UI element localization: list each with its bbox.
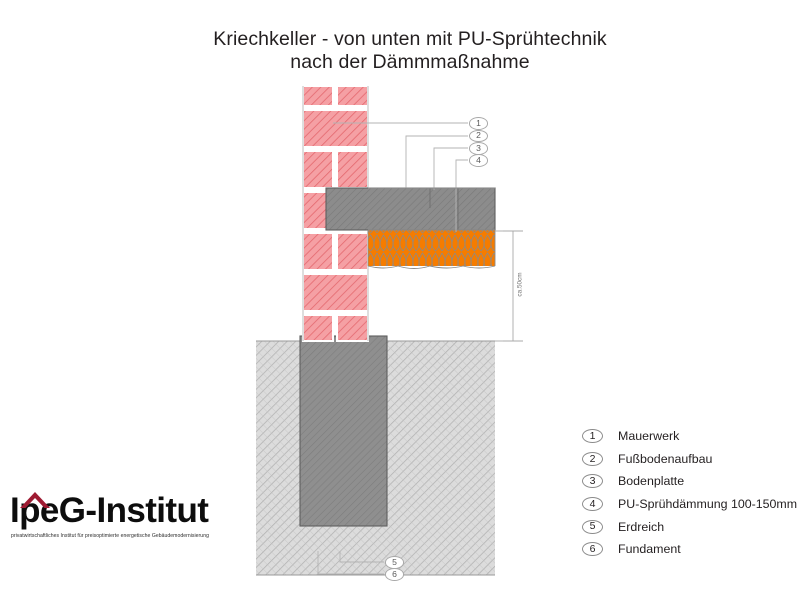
concrete-slab bbox=[325, 187, 496, 231]
logo-name-part1: IpeG bbox=[10, 491, 86, 530]
legend-bubble-2: 2 bbox=[582, 451, 603, 466]
legend-item-6[interactable]: 6 Fundament bbox=[582, 538, 797, 561]
callout-bubble-6[interactable]: 6 bbox=[385, 568, 404, 581]
callout-leaders-top bbox=[333, 122, 495, 232]
callout-leaders-bottom bbox=[317, 551, 384, 575]
ipeg-institut-logo: IpeG-Institut privatwirtschaftliches Ins… bbox=[8, 492, 238, 540]
legend-bubble-6: 6 bbox=[582, 542, 603, 557]
legend-label-3: Bodenplatte bbox=[618, 474, 685, 489]
legend-bubble-4: 4 bbox=[582, 497, 603, 512]
logo-name-part2: -Institut bbox=[85, 491, 209, 530]
legend-item-1[interactable]: 1 Mauerwerk bbox=[582, 425, 797, 448]
callout-bubble-5[interactable]: 5 bbox=[385, 556, 404, 569]
legend-label-2: Fußbodenaufbau bbox=[618, 451, 713, 466]
callout-bubble-4[interactable]: 4 bbox=[469, 154, 488, 167]
title-line-2: nach der Dämmmaßnahme bbox=[290, 51, 530, 73]
dimension-label-crawlspace: ca.50cm bbox=[516, 272, 524, 297]
masonry-wall bbox=[302, 85, 369, 342]
callout-bubble-3[interactable]: 3 bbox=[469, 142, 488, 155]
logo-tagline: privatwirtschaftliches Institut für prei… bbox=[11, 533, 209, 539]
legend-item-2[interactable]: 2 Fußbodenaufbau bbox=[582, 448, 797, 471]
page-title: Kriechkeller - von unten mit PU-Sprühtec… bbox=[150, 28, 670, 74]
legend: 1 Mauerwerk 2 Fußbodenaufbau 3 Bodenplat… bbox=[582, 425, 797, 561]
logo-wordmark: IpeG-Institut bbox=[10, 492, 238, 530]
legend-label-4: PU-Sprühdämmung 100-150mm bbox=[618, 497, 798, 512]
legend-label-5: Erdreich bbox=[618, 519, 665, 534]
legend-item-5[interactable]: 5 Erdreich bbox=[582, 515, 797, 538]
legend-label-1: Mauerwerk bbox=[618, 429, 680, 444]
legend-item-3[interactable]: 3 Bodenplatte bbox=[582, 470, 797, 493]
legend-bubble-5: 5 bbox=[582, 519, 603, 534]
legend-bubble-3: 3 bbox=[582, 474, 603, 489]
callout-bubble-2[interactable]: 2 bbox=[469, 129, 488, 142]
legend-label-6: Fundament bbox=[618, 542, 681, 557]
pu-spray-insulation bbox=[367, 229, 496, 269]
callout-bubble-1[interactable]: 1 bbox=[469, 117, 488, 130]
title-line-1: Kriechkeller - von unten mit PU-Sprühtec… bbox=[213, 28, 607, 50]
legend-item-4[interactable]: 4 PU-Sprühdämmung 100-150mm bbox=[582, 493, 797, 516]
dimension-crawlspace-height bbox=[495, 230, 523, 342]
legend-bubble-1: 1 bbox=[582, 429, 603, 444]
foundation-block bbox=[299, 335, 388, 527]
roof-chevron-icon bbox=[20, 492, 50, 508]
